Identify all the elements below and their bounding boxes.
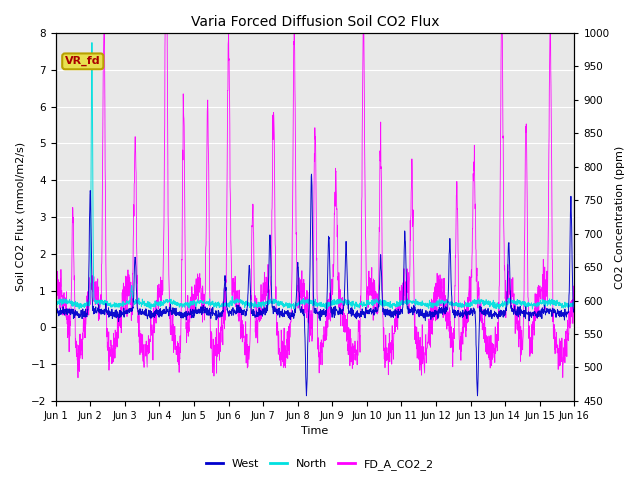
Legend: West, North, FD_A_CO2_2: West, North, FD_A_CO2_2 (202, 455, 438, 474)
Text: VR_fd: VR_fd (65, 56, 100, 67)
Title: Varia Forced Diffusion Soil CO2 Flux: Varia Forced Diffusion Soil CO2 Flux (191, 15, 439, 29)
X-axis label: Time: Time (301, 426, 328, 436)
Y-axis label: Soil CO2 Flux (mmol/m2/s): Soil CO2 Flux (mmol/m2/s) (15, 143, 25, 291)
Y-axis label: CO2 Concentration (ppm): CO2 Concentration (ppm) (615, 145, 625, 288)
